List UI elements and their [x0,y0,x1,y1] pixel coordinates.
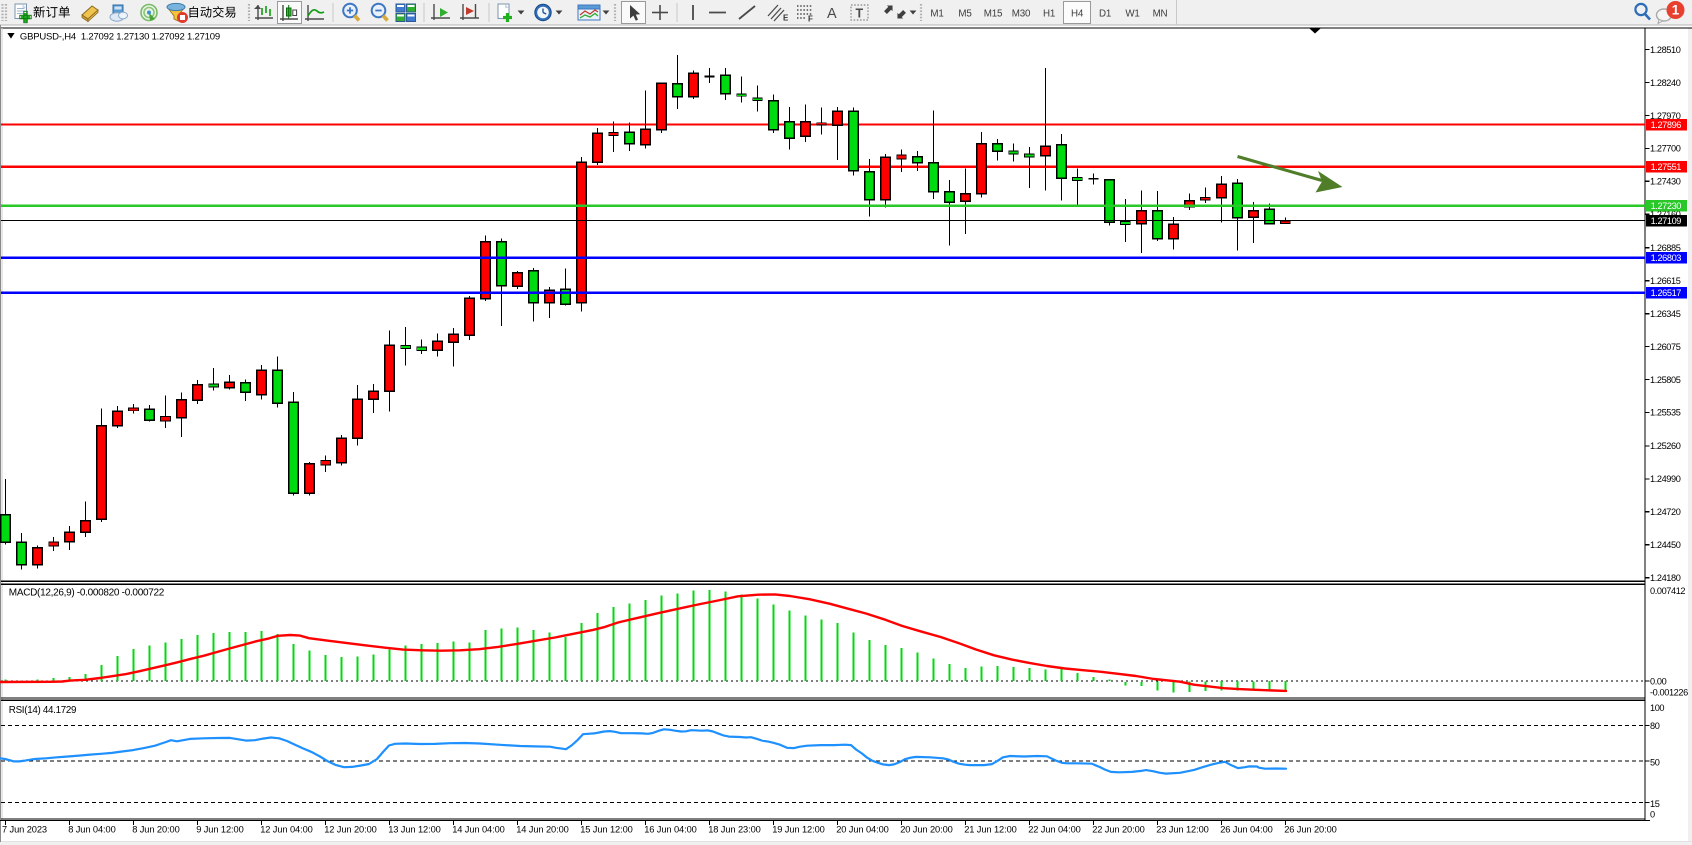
svg-text:E: E [783,14,789,23]
svg-text:M15: M15 [984,9,1003,20]
svg-text:8 Jun 20:00: 8 Jun 20:00 [132,824,180,834]
svg-text:1.25535: 1.25535 [1650,408,1681,418]
svg-text:1.24450: 1.24450 [1650,540,1681,550]
svg-text:1.24720: 1.24720 [1650,507,1681,517]
svg-text:1.24990: 1.24990 [1650,474,1681,484]
svg-text:1.26345: 1.26345 [1650,309,1681,319]
svg-text:T: T [856,7,864,21]
svg-text:1.27551: 1.27551 [1651,162,1682,172]
svg-text:1.25805: 1.25805 [1650,375,1681,385]
svg-text:19 Jun 12:00: 19 Jun 12:00 [772,824,825,834]
svg-text:7 Jun 2023: 7 Jun 2023 [2,824,47,834]
svg-text:50: 50 [1650,757,1660,767]
svg-text:15 Jun 12:00: 15 Jun 12:00 [580,824,633,834]
svg-text:MACD(12,26,9) -0.000820 -0.000: MACD(12,26,9) -0.000820 -0.000722 [9,588,165,599]
svg-text:H1: H1 [1043,9,1055,20]
svg-text:1.26517: 1.26517 [1651,288,1682,298]
svg-text:1.27700: 1.27700 [1650,144,1681,154]
svg-text:1.27230: 1.27230 [1651,201,1682,211]
svg-text:9 Jun 12:00: 9 Jun 12:00 [196,824,244,834]
svg-text:13 Jun 12:00: 13 Jun 12:00 [388,824,441,834]
svg-text:14 Jun 20:00: 14 Jun 20:00 [516,824,569,834]
svg-text:1.28510: 1.28510 [1650,45,1681,55]
svg-text:1.27109: 1.27109 [1651,216,1682,226]
svg-text:1.24180: 1.24180 [1650,573,1681,583]
svg-text:1.27430: 1.27430 [1650,177,1681,187]
svg-text:M1: M1 [930,9,943,20]
svg-text:RSI(14) 44.1729: RSI(14) 44.1729 [9,705,76,716]
svg-text:100: 100 [1650,703,1664,713]
svg-text:8 Jun 04:00: 8 Jun 04:00 [68,824,116,834]
svg-text:0.007412: 0.007412 [1650,586,1685,596]
svg-text:GBPUSD-,H4 1.27092 1.27130 1.: GBPUSD-,H4 1.27092 1.27130 1.27092 1.271… [20,32,220,43]
svg-text:18 Jun 23:00: 18 Jun 23:00 [708,824,761,834]
svg-text:0.00: 0.00 [1650,676,1667,686]
svg-text:1: 1 [1672,3,1680,18]
svg-text:H4: H4 [1071,9,1084,20]
svg-text:14 Jun 04:00: 14 Jun 04:00 [452,824,505,834]
svg-text:20 Jun 04:00: 20 Jun 04:00 [836,824,889,834]
svg-text:22 Jun 04:00: 22 Jun 04:00 [1028,824,1081,834]
svg-text:26 Jun 20:00: 26 Jun 20:00 [1284,824,1337,834]
svg-text:1.26075: 1.26075 [1650,342,1681,352]
svg-text:23 Jun 12:00: 23 Jun 12:00 [1156,824,1209,834]
svg-text:F: F [808,15,813,24]
svg-text:1.25260: 1.25260 [1650,441,1681,451]
svg-text:12 Jun 04:00: 12 Jun 04:00 [260,824,313,834]
svg-text:MN: MN [1153,9,1168,20]
svg-text:M30: M30 [1012,9,1031,20]
svg-text:15: 15 [1650,799,1660,809]
svg-text:21 Jun 12:00: 21 Jun 12:00 [964,824,1017,834]
svg-text:D1: D1 [1099,9,1111,20]
svg-text:12 Jun 20:00: 12 Jun 20:00 [324,824,377,834]
svg-text:22 Jun 20:00: 22 Jun 20:00 [1092,824,1145,834]
svg-text:80: 80 [1650,721,1660,731]
svg-text:M5: M5 [958,9,972,20]
svg-text:0: 0 [1650,809,1655,819]
svg-text:1.26803: 1.26803 [1651,253,1682,263]
svg-text:1.27896: 1.27896 [1651,120,1682,130]
svg-text:20 Jun 20:00: 20 Jun 20:00 [900,824,953,834]
svg-text:1.27970: 1.27970 [1650,111,1681,121]
svg-text:1.28240: 1.28240 [1650,78,1681,88]
svg-text:W1: W1 [1125,9,1139,20]
svg-text:1.27160: 1.27160 [1650,210,1681,220]
svg-text:16 Jun 04:00: 16 Jun 04:00 [644,824,697,834]
svg-text:A: A [827,6,837,22]
svg-text:1.26615: 1.26615 [1650,276,1681,286]
svg-text:26 Jun 04:00: 26 Jun 04:00 [1220,824,1273,834]
svg-text:1.26885: 1.26885 [1650,243,1681,253]
svg-text:-0.001226: -0.001226 [1650,688,1688,698]
